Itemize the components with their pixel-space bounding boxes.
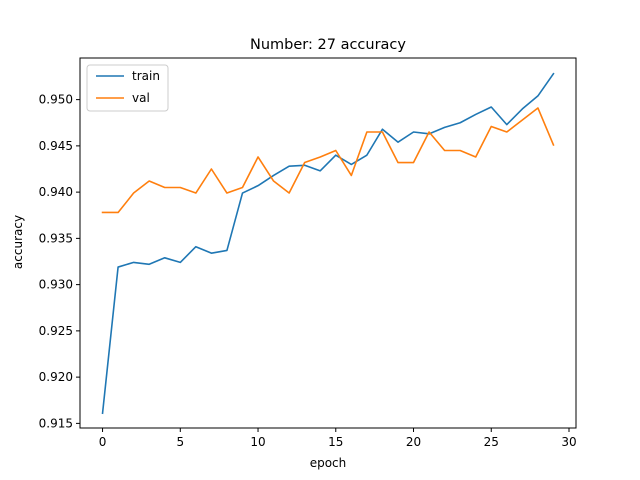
legend-label-val: val [132, 91, 150, 105]
y-tick-label: 0.940 [39, 185, 73, 199]
x-tick-label: 0 [99, 435, 107, 449]
plot-frame [79, 57, 577, 429]
y-tick-label: 0.915 [39, 416, 73, 430]
series-line-train [101, 72, 555, 415]
x-tick-label: 20 [406, 435, 421, 449]
series-layer [101, 72, 555, 415]
x-axis: 0 5 10 15 20 25 30 [99, 428, 577, 449]
legend: train val [86, 64, 169, 112]
y-tick-label: 0.920 [39, 370, 73, 384]
x-tick-label: 5 [176, 435, 184, 449]
x-tick-label: 30 [561, 435, 576, 449]
x-tick-label: 10 [250, 435, 265, 449]
y-tick-label: 0.925 [39, 324, 73, 338]
x-axis-label: epoch [310, 456, 347, 470]
y-axis-label: accuracy [11, 215, 25, 269]
y-tick-label: 0.950 [39, 93, 73, 107]
chart-title: Number: 27 accuracy [250, 37, 406, 53]
x-tick-label: 15 [328, 435, 343, 449]
y-tick-label: 0.935 [39, 231, 73, 245]
legend-label-train: train [132, 69, 160, 83]
series-line-val [101, 107, 555, 214]
y-tick-label: 0.945 [39, 139, 73, 153]
x-tick-label: 25 [484, 435, 499, 449]
y-axis: 0.915 0.920 0.925 0.930 0.935 0.940 0.945 0.950 [39, 93, 80, 430]
y-tick-label: 0.930 [39, 278, 73, 292]
